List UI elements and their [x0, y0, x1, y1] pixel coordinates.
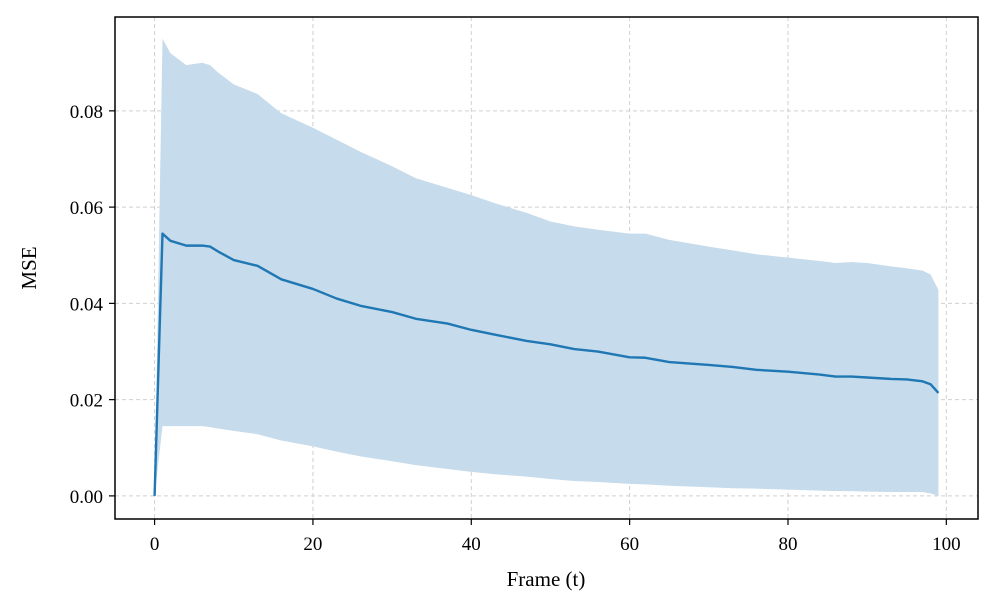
y-axis: 0.00 0.02 0.04 0.06 0.08 [70, 102, 115, 508]
confidence-band-layer [154, 38, 939, 496]
series-line [153, 232, 940, 496]
series-line-layer [153, 232, 940, 496]
x-tick-label: 20 [303, 534, 322, 555]
x-tick-label: 80 [778, 534, 797, 555]
y-tick-label: 0.02 [70, 391, 103, 412]
x-tick-label: 100 [932, 534, 961, 555]
y-tick-label: 0.06 [70, 198, 103, 219]
y-axis-title: MSE [17, 246, 41, 289]
y-tick-label: 0.08 [70, 102, 103, 123]
y-tick-label: 0.04 [70, 294, 104, 315]
x-axis: 0 20 40 60 80 100 [150, 519, 961, 555]
x-axis-title: Frame (t) [507, 567, 586, 591]
y-tick-label: 0.00 [70, 487, 103, 508]
x-tick-label: 60 [620, 534, 639, 555]
plot-frame [114, 16, 979, 520]
confidence-band [154, 38, 939, 496]
x-tick-label: 0 [150, 534, 160, 555]
x-tick-label: 40 [462, 534, 481, 555]
